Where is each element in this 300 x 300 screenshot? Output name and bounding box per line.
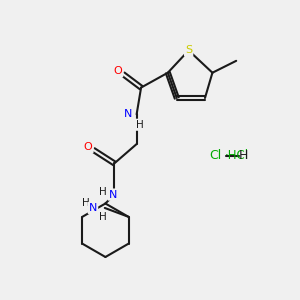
Text: S: S	[185, 45, 192, 56]
Text: H: H	[99, 212, 107, 222]
Text: H: H	[239, 149, 248, 162]
Text: H: H	[99, 187, 107, 196]
Text: O: O	[84, 142, 93, 152]
Text: N: N	[109, 190, 117, 200]
Text: H: H	[82, 199, 89, 208]
Text: N: N	[89, 203, 97, 213]
Text: ·HCl: ·HCl	[224, 149, 248, 162]
Text: O: O	[113, 66, 122, 76]
Text: Cl: Cl	[209, 149, 221, 162]
Text: H: H	[136, 120, 143, 130]
Text: N: N	[124, 109, 132, 119]
